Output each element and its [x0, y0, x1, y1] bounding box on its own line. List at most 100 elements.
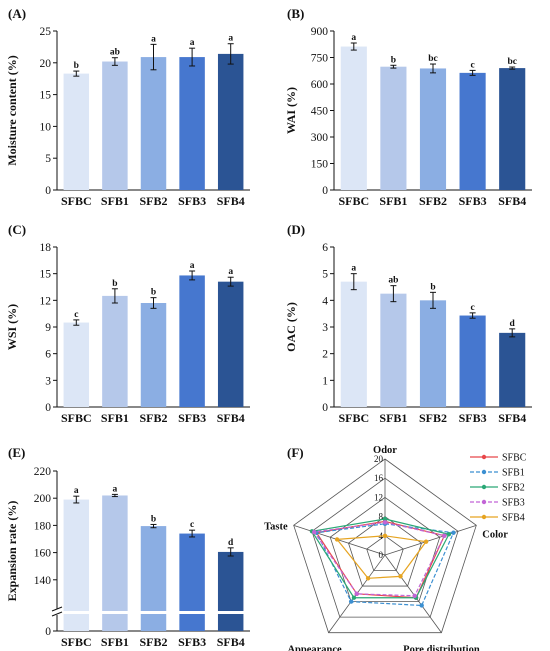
x-tick-label: SFB2 — [419, 194, 447, 208]
y-tick-label: 300 — [311, 132, 329, 144]
radar-spoke — [293, 524, 386, 556]
significance-letter: b — [430, 282, 435, 292]
bar-sfb3 — [179, 533, 205, 631]
bar-sfb2 — [140, 526, 167, 631]
y-tick-label: 600 — [311, 79, 329, 91]
y-tick-label: 2 — [322, 349, 328, 361]
x-tick-label: SFB3 — [459, 411, 487, 425]
radar-point — [351, 595, 357, 600]
axis-break-mark — [51, 606, 63, 612]
legend-label: SFB4 — [502, 513, 525, 524]
radar-point — [382, 516, 388, 522]
y-tick-label: 15 — [40, 269, 52, 281]
significance-letter: a — [228, 34, 233, 44]
y-tick-label: 0 — [45, 626, 51, 638]
y-tick-label: 900 — [311, 26, 329, 38]
y-tick-label: 12 — [40, 295, 52, 307]
radar-grid-ring — [366, 535, 404, 571]
significance-letter: c — [470, 60, 474, 70]
radar-grid-ring — [293, 458, 477, 634]
significance-letter: a — [351, 33, 356, 43]
y-tick-label: 9 — [45, 322, 51, 334]
radar-point — [419, 603, 424, 608]
significance-letter: c — [74, 310, 78, 320]
legend: SFBC SFB1 SFB2 SFB3 SFB4 — [470, 453, 527, 524]
radar-point — [423, 539, 429, 544]
significance-letter: b — [151, 288, 156, 298]
x-tick-label: SFB3 — [178, 411, 206, 425]
bar-sfbc — [63, 73, 90, 190]
y-tick-label: 0 — [322, 185, 328, 197]
y-tick-label: 160 — [34, 548, 52, 560]
y-axis-title: WAI (%) — [284, 87, 298, 134]
y-tick-label: 6 — [322, 242, 328, 254]
legend-marker — [481, 499, 487, 505]
significance-letter: c — [190, 520, 194, 530]
radar-series-line — [310, 518, 450, 599]
y-axis-title: OAC (%) — [284, 302, 298, 352]
y-tick-label: 150 — [311, 159, 329, 171]
bar-sfb3 — [179, 57, 205, 190]
legend-label: SFBC — [502, 453, 527, 464]
bar-sfb2 — [419, 300, 447, 407]
radar-grid-ring — [311, 477, 459, 618]
y-tick-label: 4 — [322, 295, 328, 307]
bar-sfb4 — [499, 68, 526, 190]
bar-sfb2 — [419, 68, 447, 190]
bar-sfb4 — [217, 53, 244, 191]
y-tick-label: 140 — [34, 575, 52, 587]
bar-chart-5: (E) 0 140 160 180 200 220 Expansion rate (%) a SF… — [5, 445, 250, 649]
bar-sfbc — [63, 322, 90, 407]
radar-point — [365, 576, 371, 581]
x-tick-label: SFB4 — [217, 194, 245, 208]
x-tick-label: SFB1 — [379, 411, 407, 425]
x-tick-label: SFB4 — [217, 411, 245, 425]
x-tick-label: SFB2 — [419, 411, 447, 425]
radar-grid-ring — [329, 496, 441, 602]
bar-chart-2: (B) 0 150 300 450 600 750 900 WAI (%) a SFBC b SFB1 b… — [284, 6, 532, 208]
bar-sfb3 — [179, 275, 205, 407]
x-tick-label: SFB1 — [101, 194, 129, 208]
bar-break-gap — [62, 611, 91, 614]
bar-break-gap — [216, 611, 245, 614]
radar-axis-label: Odor — [373, 445, 397, 456]
bar-chart-1: (A) 0 5 10 15 20 25 Moisture content (%) b SFBC ab… — [5, 6, 250, 208]
panel-label: (D) — [287, 222, 305, 237]
significance-letter: b — [151, 514, 156, 524]
x-tick-label: SFB4 — [498, 411, 526, 425]
bar-break-gap — [178, 611, 206, 614]
bar-sfb4 — [217, 281, 244, 407]
radar-series-sfb4 — [334, 533, 429, 581]
x-tick-label: SFBC — [338, 194, 369, 208]
y-tick-label: 450 — [311, 106, 329, 118]
significance-letter: a — [151, 34, 156, 44]
panel-label: (B) — [287, 6, 304, 21]
significance-letter: b — [112, 279, 117, 289]
x-tick-label: SFB1 — [379, 194, 407, 208]
radar-point — [348, 599, 354, 604]
radar-axis-label: Taste — [264, 521, 288, 532]
bar-chart-3: (C) 0 3 6 9 12 15 18 WSI (%) c SFBC b SFB1 b SFB2 a SFB3… — [5, 222, 250, 425]
radar-point — [412, 593, 417, 598]
significance-letter: bc — [507, 57, 517, 67]
panel-label: (C) — [8, 222, 26, 237]
radar-tick-label: 0 — [379, 550, 384, 560]
legend-label: SFB3 — [502, 498, 525, 509]
bar-break-gap — [101, 611, 129, 614]
radar-point — [451, 530, 456, 535]
y-tick-label: 3 — [322, 322, 328, 334]
y-tick-label: 6 — [45, 349, 51, 361]
radar-point — [382, 533, 388, 538]
bar-sfbc — [340, 46, 367, 191]
y-tick-label: 200 — [34, 493, 52, 505]
legend-label: SFB2 — [502, 483, 525, 494]
significance-letter: b — [74, 61, 79, 71]
radar-series-line — [315, 523, 455, 607]
radar-point — [354, 591, 359, 597]
bar-sfb1 — [102, 495, 128, 631]
x-tick-label: SFB3 — [178, 194, 206, 208]
significance-letter: b — [391, 55, 396, 65]
legend-marker — [481, 454, 487, 460]
x-tick-label: SFBC — [61, 194, 92, 208]
